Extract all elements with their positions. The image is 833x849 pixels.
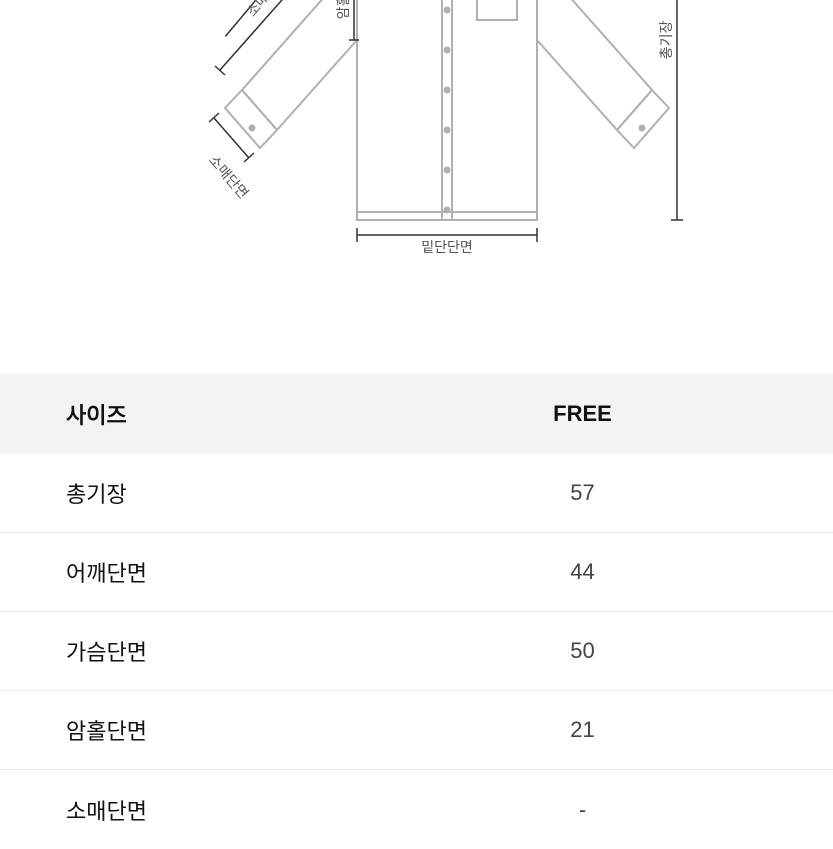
label-armhole: 암홀단	[335, 0, 351, 19]
table-row: 소매단면 -	[0, 770, 833, 849]
table-row: 가슴단면 50	[0, 612, 833, 691]
row-value: 57	[366, 480, 799, 506]
row-label: 총기장	[66, 477, 366, 509]
row-label: 소매단면	[66, 794, 366, 826]
shirt-svg: 가슴단면 암홀단 소매길이 소매단면 밑단단면 총기장	[147, 0, 687, 300]
table-row: 암홀단면 21	[0, 691, 833, 770]
label-sleeve-length: 소매길이	[243, 0, 289, 19]
row-label: 어깨단면	[66, 556, 366, 588]
label-total-length: 총기장	[658, 21, 674, 60]
row-value: 50	[366, 638, 799, 664]
size-table: 사이즈 FREE 총기장 57 어깨단면 44 가슴단면 50 암홀단면 21 …	[0, 374, 833, 849]
row-value: 44	[366, 559, 799, 585]
row-value: 21	[366, 717, 799, 743]
shirt-diagram: 가슴단면 암홀단 소매길이 소매단면 밑단단면 총기장	[0, 0, 833, 300]
label-sleeve-hem: 소매단면	[205, 152, 251, 201]
table-row: 총기장 57	[0, 454, 833, 533]
label-bottom-hem: 밑단단면	[421, 239, 473, 255]
row-label: 암홀단면	[66, 714, 366, 746]
row-value: -	[366, 797, 799, 823]
header-free: FREE	[366, 401, 799, 427]
table-row: 어깨단면 44	[0, 533, 833, 612]
header-size: 사이즈	[66, 398, 366, 430]
row-label: 가슴단면	[66, 635, 366, 667]
table-header-row: 사이즈 FREE	[0, 374, 833, 454]
